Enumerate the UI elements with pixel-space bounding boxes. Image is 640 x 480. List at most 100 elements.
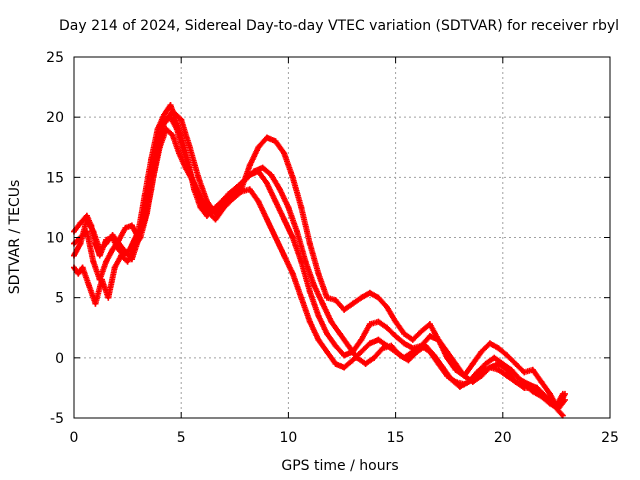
data-point [161, 111, 168, 118]
data-point [452, 360, 459, 367]
data-point [409, 336, 416, 343]
data-point [263, 180, 270, 187]
data-point [362, 360, 369, 367]
data-point [546, 390, 553, 397]
data-point [122, 224, 129, 231]
y-tick-label: 10 [46, 231, 64, 247]
data-point [182, 164, 189, 171]
data-point [289, 270, 296, 277]
data-point [156, 144, 163, 151]
y-axis-label: SDTVAR / TECUs [7, 180, 23, 295]
data-point [293, 228, 300, 235]
data-point [345, 342, 352, 349]
data-point [281, 252, 288, 259]
data-point [173, 126, 180, 133]
data-point [315, 336, 322, 343]
data-point [375, 336, 382, 343]
data-point [306, 240, 313, 247]
data-point [551, 402, 558, 409]
data-point [469, 360, 476, 367]
data-point [405, 357, 412, 364]
data-point [105, 294, 112, 301]
data-point [272, 138, 279, 145]
data-point [486, 340, 493, 347]
data-point [167, 114, 174, 121]
data-point [122, 248, 129, 255]
chart-title: Day 214 of 2024, Sidereal Day-to-day VTE… [59, 18, 619, 34]
data-point [285, 204, 292, 211]
x-tick-label: 15 [387, 430, 405, 446]
data-point [431, 352, 438, 359]
data-point [349, 357, 356, 364]
data-point [358, 294, 365, 301]
axis-ticks: 0 5 10 15 20 25 -5 0 5 10 15 20 25 [46, 50, 619, 446]
data-point [289, 174, 296, 181]
data-point [302, 258, 309, 265]
data-point [525, 381, 532, 388]
data-point [328, 318, 335, 325]
data-point [77, 240, 84, 247]
series-track-1 [71, 102, 566, 409]
data-point [426, 333, 433, 340]
data-point [495, 345, 502, 352]
data-point [229, 195, 236, 202]
data-point [538, 378, 545, 385]
data-point [418, 328, 425, 335]
series-track-4 [71, 126, 566, 419]
y-tick-label: 5 [55, 291, 64, 307]
data-point [323, 330, 330, 337]
data-point [268, 171, 275, 178]
data-point [263, 134, 270, 141]
series-track-2 [71, 108, 568, 409]
data-point [315, 312, 322, 319]
data-point [332, 360, 339, 367]
data-point [96, 252, 103, 259]
data-point [521, 369, 528, 376]
data-point [375, 318, 382, 325]
series-trace [71, 102, 565, 409]
data-point [332, 297, 339, 304]
data-point [332, 342, 339, 349]
x-tick-label: 25 [601, 430, 619, 446]
data-point [512, 378, 519, 385]
data-point [529, 388, 536, 395]
data-point [478, 348, 485, 355]
data-point [422, 342, 429, 349]
data-point [75, 270, 82, 277]
data-point [233, 183, 240, 190]
data-point [276, 186, 283, 193]
data-point [349, 300, 356, 307]
data-point [281, 216, 288, 223]
data-point [315, 270, 322, 277]
data-point [96, 246, 103, 253]
x-tick-label: 10 [279, 430, 297, 446]
data-point [491, 354, 498, 361]
data-point [486, 364, 493, 371]
data-point [341, 352, 348, 359]
data-point [131, 244, 138, 251]
data-point [516, 376, 523, 383]
data-point [263, 216, 270, 223]
series-trace [71, 108, 568, 409]
data-point [212, 216, 219, 223]
data-point [534, 384, 541, 391]
data-point [358, 348, 365, 355]
data-point [116, 240, 123, 247]
data-point [167, 102, 174, 109]
data-point [289, 234, 296, 241]
data-point [128, 222, 135, 229]
data-point [272, 198, 279, 205]
data-point [298, 294, 305, 301]
data-point [298, 204, 305, 211]
data-point [474, 369, 481, 376]
data-point [465, 378, 472, 385]
grid [74, 57, 610, 418]
x-tick-label: 0 [70, 430, 79, 446]
data-point [384, 304, 391, 311]
data-point [401, 340, 408, 347]
data-point [137, 234, 144, 241]
data-point [90, 228, 97, 235]
data-point [388, 342, 395, 349]
data-point [482, 360, 489, 367]
data-point [542, 393, 549, 400]
